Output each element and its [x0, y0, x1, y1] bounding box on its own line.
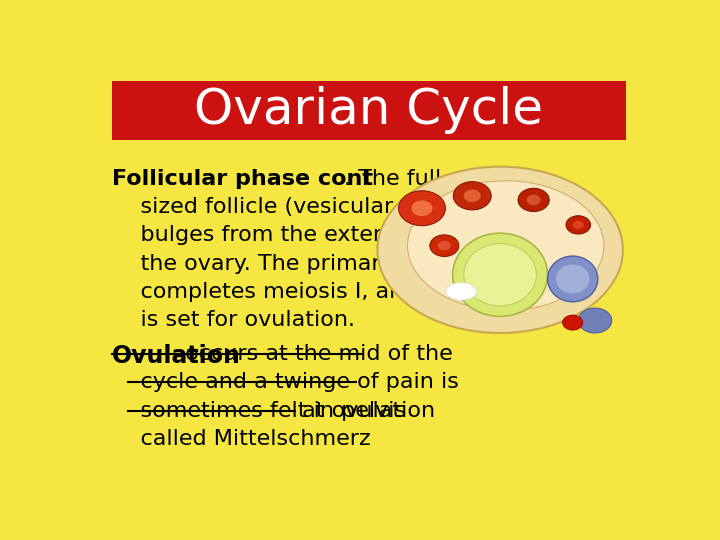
- Text: completes meiosis I, and the stage: completes meiosis I, and the stage: [112, 282, 530, 302]
- Ellipse shape: [453, 233, 547, 316]
- Circle shape: [399, 191, 446, 226]
- Circle shape: [464, 190, 481, 202]
- Text: Ovarian Cycle: Ovarian Cycle: [194, 86, 544, 134]
- Text: at ovulation: at ovulation: [295, 401, 436, 421]
- Circle shape: [430, 235, 459, 256]
- Text: Follicular phase cont: Follicular phase cont: [112, 168, 373, 189]
- Ellipse shape: [408, 181, 604, 310]
- Text: the ovary. The primary oocyte: the ovary. The primary oocyte: [112, 254, 476, 274]
- Ellipse shape: [578, 308, 612, 333]
- FancyBboxPatch shape: [112, 82, 626, 140]
- Text: called Mittelschmerz: called Mittelschmerz: [112, 429, 371, 449]
- Text: Ovulation: Ovulation: [112, 344, 241, 368]
- Circle shape: [438, 241, 451, 251]
- Circle shape: [518, 188, 549, 212]
- Circle shape: [411, 200, 433, 216]
- Text: is set for ovulation.: is set for ovulation.: [112, 310, 356, 330]
- Text: occurs at the mid of the: occurs at the mid of the: [178, 344, 453, 364]
- Circle shape: [454, 181, 491, 210]
- Text: cycle and a twinge of pain is: cycle and a twinge of pain is: [112, 372, 459, 393]
- Circle shape: [526, 195, 541, 205]
- Text: bulges from the external surface of: bulges from the external surface of: [112, 225, 534, 245]
- Text: . The full: . The full: [344, 168, 441, 189]
- Text: sometimes felt in pelvis: sometimes felt in pelvis: [112, 401, 407, 421]
- Circle shape: [566, 216, 590, 234]
- Circle shape: [572, 221, 584, 229]
- Text: sized follicle (vesicular follicle): sized follicle (vesicular follicle): [112, 197, 482, 217]
- Circle shape: [562, 315, 582, 330]
- Ellipse shape: [556, 265, 590, 294]
- Ellipse shape: [377, 167, 623, 333]
- Ellipse shape: [446, 282, 477, 300]
- Ellipse shape: [464, 244, 536, 306]
- Ellipse shape: [547, 256, 598, 302]
